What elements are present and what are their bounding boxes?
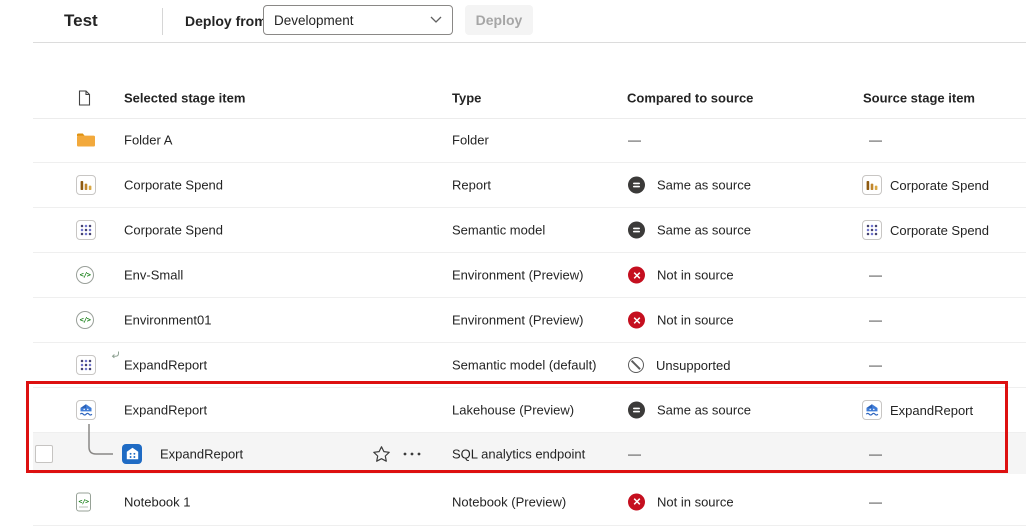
compared-status-label: Same as source [657, 222, 751, 238]
environment-icon: </> [76, 266, 94, 284]
table-row[interactable]: ExpandReport Lakehouse (Preview) Same as… [33, 388, 1026, 433]
item-name: ExpandReport [124, 357, 208, 373]
document-icon [78, 90, 91, 106]
compared-status-label: Not in source [657, 494, 734, 509]
semantic-model-icon [862, 220, 882, 240]
same-as-source-icon [628, 401, 645, 419]
item-type: Environment (Preview) [452, 267, 584, 283]
table-row-child[interactable]: ExpandReport SQL analytics endpoint — — [33, 433, 1026, 474]
sql-endpoint-icon [122, 443, 142, 464]
table-row[interactable]: Corporate Spend Report Same as source Co… [33, 163, 1026, 208]
stage-title: Test [64, 11, 98, 30]
source-item-name: ExpandReport [890, 402, 974, 418]
deploy-from-label: Deploy from [185, 13, 267, 29]
table-row[interactable]: Folder A Folder — — [33, 118, 1026, 163]
stage-toolbar: Test Deploy from Development Deploy [0, 0, 1026, 43]
item-type: Lakehouse (Preview) [452, 402, 575, 418]
row-checkbox[interactable] [35, 444, 53, 463]
table-row[interactable]: </> Environment01 Environment (Preview) … [33, 298, 1026, 343]
not-in-source-icon [628, 311, 645, 329]
header-source-stage-item: Source stage item [863, 90, 975, 106]
source-empty-dash: — [869, 494, 882, 509]
compared-status-label: Unsupported [656, 357, 731, 373]
source-empty-dash: — [869, 357, 882, 373]
item-name: Corporate Spend [124, 177, 224, 193]
lakehouse-icon [76, 400, 96, 420]
not-in-source-icon [628, 266, 645, 284]
item-name: Folder A [124, 132, 173, 148]
folder-icon [76, 132, 96, 148]
compared-status-label: Not in source [657, 312, 734, 328]
small-arrow-indicator-icon [110, 350, 120, 360]
source-empty-dash: — [869, 267, 882, 283]
compared-empty-dash: — [628, 446, 641, 461]
item-name: Environment01 [124, 312, 212, 328]
item-name: ExpandReport [160, 446, 244, 461]
same-as-source-icon [628, 221, 645, 239]
chevron-down-icon [430, 16, 442, 24]
item-name: Env-Small [124, 267, 184, 283]
item-type: Semantic model [452, 222, 546, 238]
report-icon [862, 175, 882, 195]
item-type: Environment (Preview) [452, 312, 584, 328]
item-type: SQL analytics endpoint [452, 446, 586, 461]
report-icon [76, 175, 96, 195]
item-type: Report [452, 177, 492, 193]
lakehouse-icon [862, 400, 882, 420]
compared-empty-dash: — [628, 132, 641, 148]
header-selected-stage-item: Selected stage item [124, 90, 246, 106]
source-item-name: Corporate Spend [890, 177, 990, 193]
compared-status-label: Same as source [657, 177, 751, 193]
tree-connector-line [86, 424, 114, 463]
notebook-icon: </> [76, 492, 91, 511]
table-row[interactable]: </> Notebook 1 Notebook (Preview) Not in… [33, 478, 1026, 526]
source-empty-dash: — [869, 446, 882, 461]
deploy-from-selected-value: Development [274, 12, 354, 28]
source-empty-dash: — [869, 132, 882, 148]
environment-icon: </> [76, 311, 94, 329]
compared-status-label: Same as source [657, 402, 751, 418]
compared-status-label: Not in source [657, 267, 734, 283]
toolbar-rule [33, 42, 1026, 43]
table-header-row: Selected stage item Type Compared to sou… [33, 78, 1026, 118]
deploy-button[interactable]: Deploy [465, 5, 533, 35]
semantic-model-icon [76, 355, 96, 375]
item-type: Notebook (Preview) [452, 494, 567, 509]
same-as-source-icon [628, 176, 645, 194]
table-row[interactable]: Corporate Spend Semantic model Same as s… [33, 208, 1026, 253]
header-separator [33, 118, 1026, 119]
unsupported-icon [628, 357, 644, 373]
table-row[interactable]: ExpandReport Semantic model (default) Un… [33, 343, 1026, 388]
item-name: Corporate Spend [124, 222, 224, 238]
deploy-from-dropdown[interactable]: Development [263, 5, 453, 35]
semantic-model-icon [76, 220, 96, 240]
item-name: ExpandReport [124, 402, 208, 418]
source-item-name: Corporate Spend [890, 222, 990, 238]
more-options-icon[interactable] [402, 451, 422, 457]
toolbar-divider [162, 8, 163, 35]
header-compared-to-source: Compared to source [627, 90, 754, 106]
not-in-source-icon [628, 493, 645, 510]
table-row[interactable]: </> Env-Small Environment (Preview) Not … [33, 253, 1026, 298]
item-type: Semantic model (default) [452, 357, 597, 373]
star-icon[interactable] [372, 445, 391, 463]
item-type: Folder [452, 132, 489, 148]
source-empty-dash: — [869, 312, 882, 328]
header-type: Type [452, 90, 482, 106]
item-name: Notebook 1 [124, 494, 191, 509]
